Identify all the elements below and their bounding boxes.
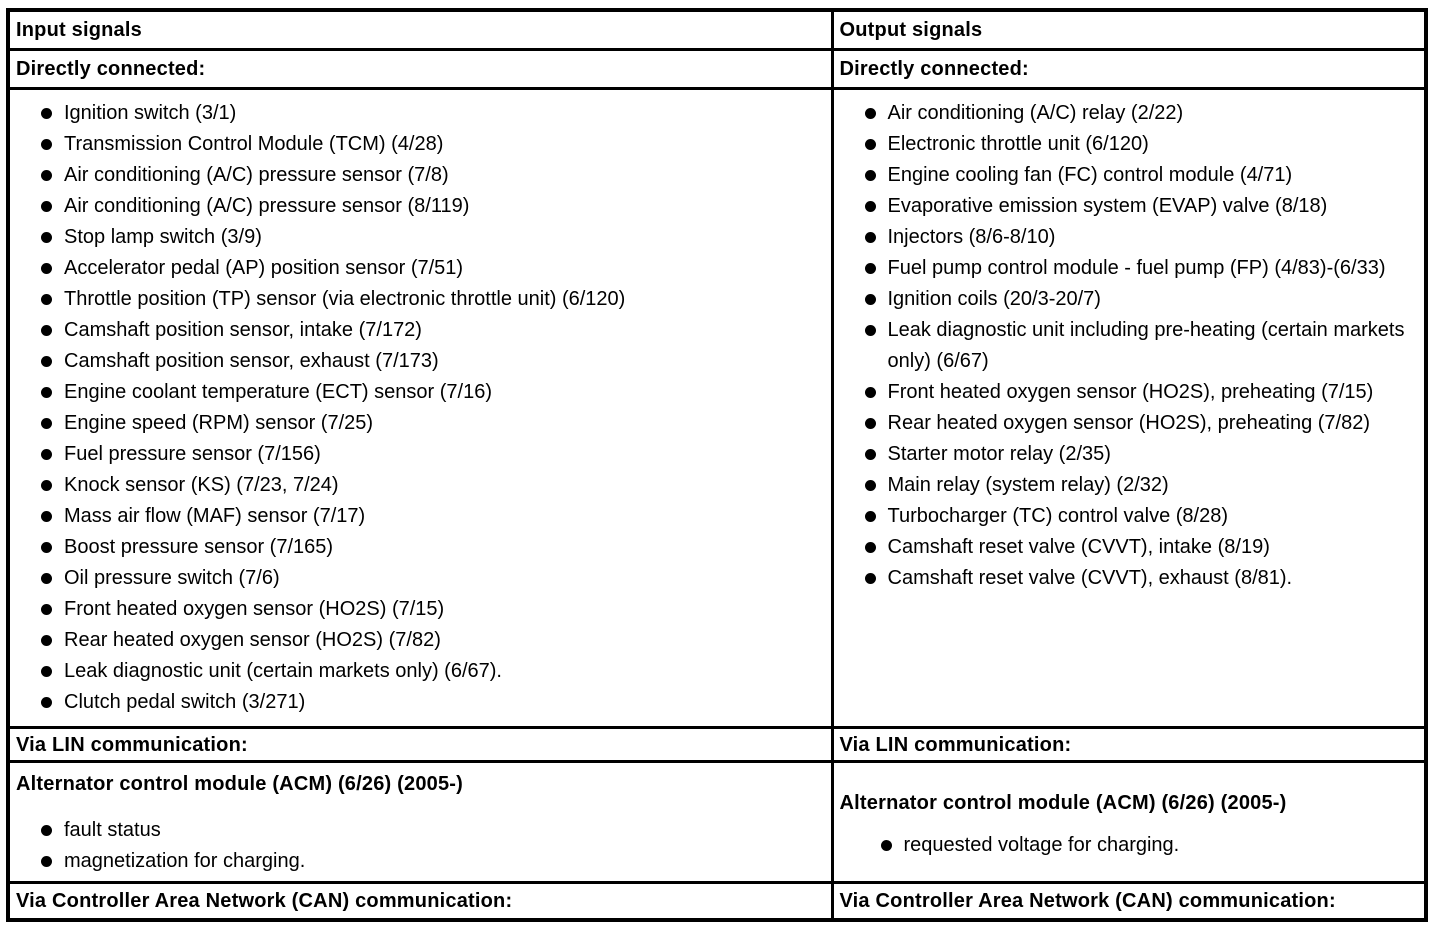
list-item: Ignition coils (20/3-20/7) bbox=[835, 284, 1423, 315]
list-item: Boost pressure sensor (7/165) bbox=[11, 532, 829, 563]
list-item: fault status bbox=[11, 815, 829, 846]
directly-connected-row: Directly connected: Directly connected: bbox=[6, 48, 1428, 90]
output-direct-list-cell: Air conditioning (A/C) relay (2/22) Elec… bbox=[830, 87, 1428, 729]
list-item: Knock sensor (KS) (7/23, 7/24) bbox=[11, 470, 829, 501]
input-acm-cell: Alternator control module (ACM) (6/26) (… bbox=[6, 760, 834, 884]
output-via-lin-heading: Via LIN communication: bbox=[839, 733, 1072, 756]
input-signals-header-cell: Input signals bbox=[6, 8, 834, 51]
list-item: Front heated oxygen sensor (HO2S), prehe… bbox=[835, 377, 1423, 408]
list-item: Front heated oxygen sensor (HO2S) (7/15) bbox=[11, 594, 829, 625]
input-via-lin-cell: Via LIN communication: bbox=[6, 726, 834, 763]
list-item: Oil pressure switch (7/6) bbox=[11, 563, 829, 594]
list-item: Evaporative emission system (EVAP) valve… bbox=[835, 191, 1423, 222]
output-direct-list: Air conditioning (A/C) relay (2/22) Elec… bbox=[835, 98, 1423, 594]
list-item: Rear heated oxygen sensor (HO2S) (7/82) bbox=[11, 625, 829, 656]
list-item: Engine cooling fan (FC) control module (… bbox=[835, 160, 1423, 191]
input-directly-connected-heading: Directly connected: bbox=[16, 58, 206, 80]
list-item: Leak diagnostic unit (certain markets on… bbox=[11, 656, 829, 687]
input-direct-list: Ignition switch (3/1) Transmission Contr… bbox=[11, 98, 829, 718]
output-signals-header-cell: Output signals bbox=[830, 8, 1428, 51]
list-item: Fuel pressure sensor (7/156) bbox=[11, 439, 829, 470]
output-directly-connected-cell: Directly connected: bbox=[830, 48, 1428, 90]
direct-lists-row: Ignition switch (3/1) Transmission Contr… bbox=[6, 87, 1428, 729]
list-item: Camshaft reset valve (CVVT), intake (8/1… bbox=[835, 532, 1423, 563]
list-item: Electronic throttle unit (6/120) bbox=[835, 129, 1423, 160]
list-item: Turbocharger (TC) control valve (8/28) bbox=[835, 501, 1423, 532]
input-acm-heading: Alternator control module (ACM) (6/26) (… bbox=[16, 773, 464, 795]
via-can-row: Via Controller Area Network (CAN) commun… bbox=[6, 881, 1428, 922]
input-via-can-heading: Via Controller Area Network (CAN) commun… bbox=[16, 890, 513, 912]
input-acm-list: fault status magnetization for charging. bbox=[11, 815, 829, 877]
list-item: Clutch pedal switch (3/271) bbox=[11, 687, 829, 718]
list-item: Transmission Control Module (TCM) (4/28) bbox=[11, 129, 829, 160]
via-lin-row: Via LIN communication: Via LIN communica… bbox=[6, 726, 1428, 763]
input-directly-connected-cell: Directly connected: bbox=[6, 48, 834, 90]
list-item: Ignition switch (3/1) bbox=[11, 98, 829, 129]
list-item: Camshaft reset valve (CVVT), exhaust (8/… bbox=[835, 563, 1423, 594]
input-direct-list-cell: Ignition switch (3/1) Transmission Contr… bbox=[6, 87, 834, 729]
signals-table: Input signals Output signals Directly co… bbox=[6, 8, 1428, 922]
list-item: Rear heated oxygen sensor (HO2S), prehea… bbox=[835, 408, 1423, 439]
output-signals-title: Output signals bbox=[839, 19, 983, 41]
output-via-lin-cell: Via LIN communication: bbox=[830, 726, 1428, 763]
output-acm-list: requested voltage for charging. bbox=[835, 830, 1423, 861]
output-via-can-cell: Via Controller Area Network (CAN) commun… bbox=[830, 881, 1428, 922]
list-item: magnetization for charging. bbox=[11, 846, 829, 877]
output-acm-heading: Alternator control module (ACM) (6/26) (… bbox=[839, 792, 1287, 814]
output-via-can-heading: Via Controller Area Network (CAN) commun… bbox=[839, 890, 1336, 912]
list-item: Main relay (system relay) (2/32) bbox=[835, 470, 1423, 501]
list-item: Throttle position (TP) sensor (via elect… bbox=[11, 284, 829, 315]
list-item: Fuel pump control module - fuel pump (FP… bbox=[835, 253, 1423, 284]
output-acm-cell: Alternator control module (ACM) (6/26) (… bbox=[830, 760, 1428, 884]
list-item: requested voltage for charging. bbox=[835, 830, 1423, 861]
list-item: Air conditioning (A/C) relay (2/22) bbox=[835, 98, 1423, 129]
list-item: Engine coolant temperature (ECT) sensor … bbox=[11, 377, 829, 408]
list-item: Injectors (8/6-8/10) bbox=[835, 222, 1423, 253]
input-via-can-cell: Via Controller Area Network (CAN) commun… bbox=[6, 881, 834, 922]
list-item: Leak diagnostic unit including pre-heati… bbox=[835, 315, 1423, 377]
list-item: Camshaft position sensor, exhaust (7/173… bbox=[11, 346, 829, 377]
header-row: Input signals Output signals bbox=[6, 8, 1428, 51]
list-item: Accelerator pedal (AP) position sensor (… bbox=[11, 253, 829, 284]
list-item: Starter motor relay (2/35) bbox=[835, 439, 1423, 470]
list-item: Camshaft position sensor, intake (7/172) bbox=[11, 315, 829, 346]
output-directly-connected-heading: Directly connected: bbox=[839, 58, 1029, 80]
list-item: Engine speed (RPM) sensor (7/25) bbox=[11, 408, 829, 439]
input-signals-title: Input signals bbox=[16, 19, 142, 41]
input-via-lin-heading: Via LIN communication: bbox=[16, 733, 248, 756]
list-item: Air conditioning (A/C) pressure sensor (… bbox=[11, 191, 829, 222]
list-item: Stop lamp switch (3/9) bbox=[11, 222, 829, 253]
list-item: Mass air flow (MAF) sensor (7/17) bbox=[11, 501, 829, 532]
list-item: Air conditioning (A/C) pressure sensor (… bbox=[11, 160, 829, 191]
acm-row: Alternator control module (ACM) (6/26) (… bbox=[6, 760, 1428, 884]
